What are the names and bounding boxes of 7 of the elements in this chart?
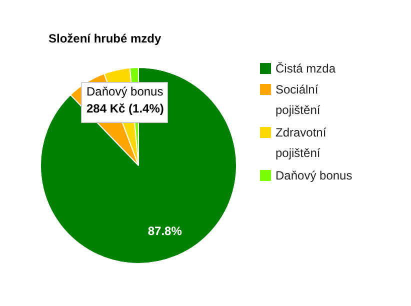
chart-title: Složení hrubé mzdy xyxy=(48,32,162,46)
legend-label: Čistá mzda xyxy=(276,62,336,76)
legend-label: Daňový bonus xyxy=(276,168,352,182)
legend-label: Sociální pojištění xyxy=(276,82,321,117)
data-label: 87.8% xyxy=(148,224,182,238)
text: Daňový bonus 284 Kč (1.4%) xyxy=(86,84,164,116)
legend-label: Zdravotní pojištění xyxy=(276,126,327,160)
